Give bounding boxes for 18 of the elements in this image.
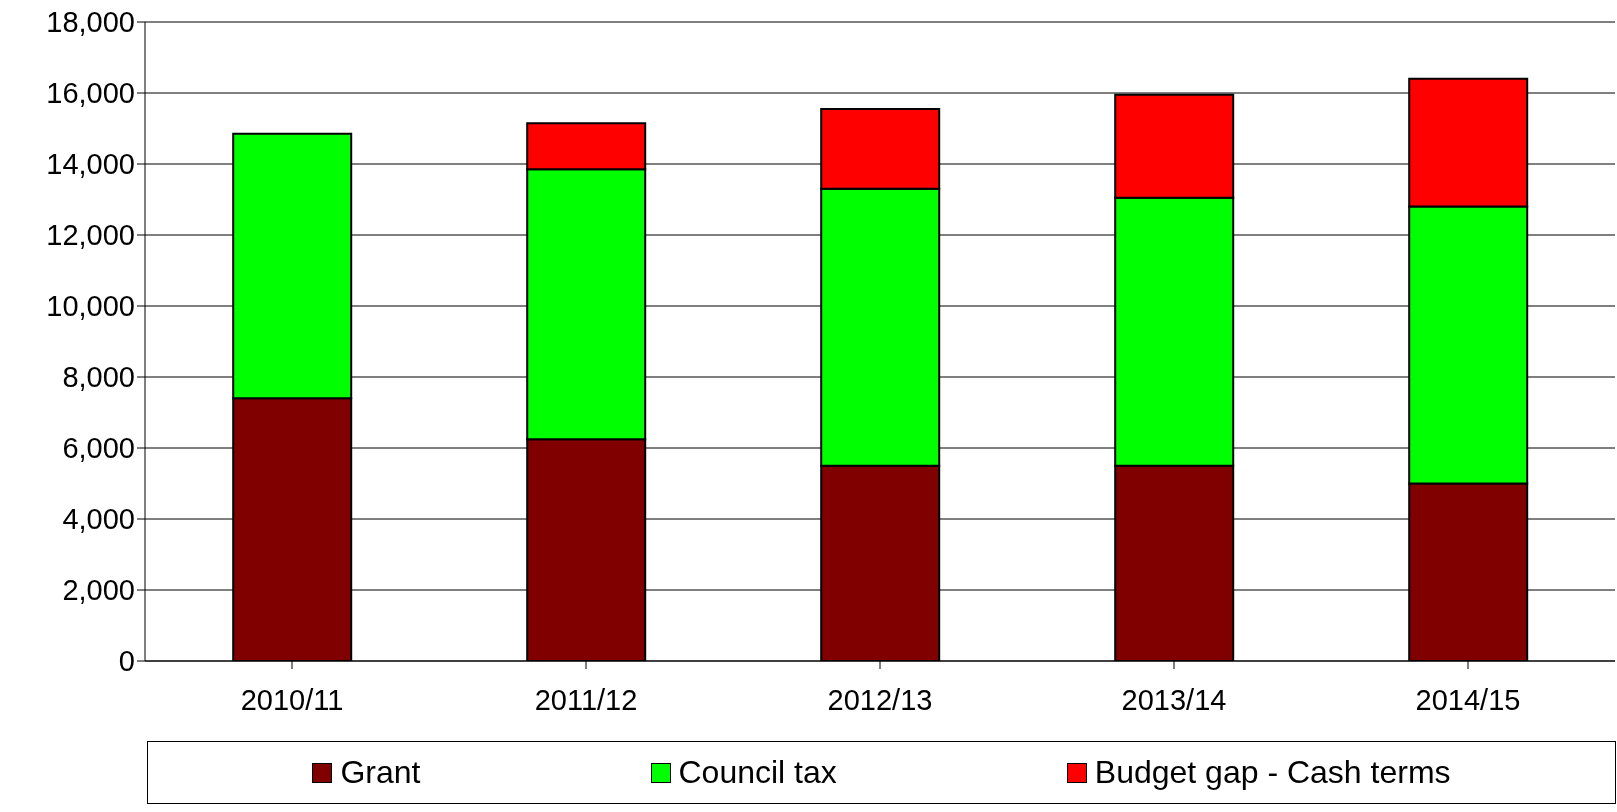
- y-tick-label: 10,000: [46, 290, 135, 323]
- y-tick-label: 2,000: [62, 574, 135, 607]
- y-tick-label: 8,000: [62, 361, 135, 394]
- legend-label: Budget gap - Cash terms: [1094, 754, 1451, 791]
- y-tick-label: 6,000: [62, 432, 135, 465]
- y-tick-label: 16,000: [46, 77, 135, 110]
- legend-label: Grant: [340, 754, 421, 791]
- x-tick-label: 2011/12: [534, 683, 638, 716]
- x-tick-label: 2010/11: [240, 683, 344, 716]
- y-tick-label: 0: [118, 645, 135, 678]
- y-tick-label: 12,000: [46, 219, 135, 252]
- y-tick-label: 14,000: [46, 148, 135, 181]
- y-tick-label: 4,000: [62, 503, 135, 536]
- x-tick-label: 2013/14: [1121, 683, 1227, 716]
- x-tick-label: 2014/15: [1415, 683, 1521, 716]
- x-tick-label: 2012/13: [827, 683, 933, 716]
- y-tick-label: 18,000: [46, 6, 135, 39]
- legend-label: Council tax: [678, 754, 837, 791]
